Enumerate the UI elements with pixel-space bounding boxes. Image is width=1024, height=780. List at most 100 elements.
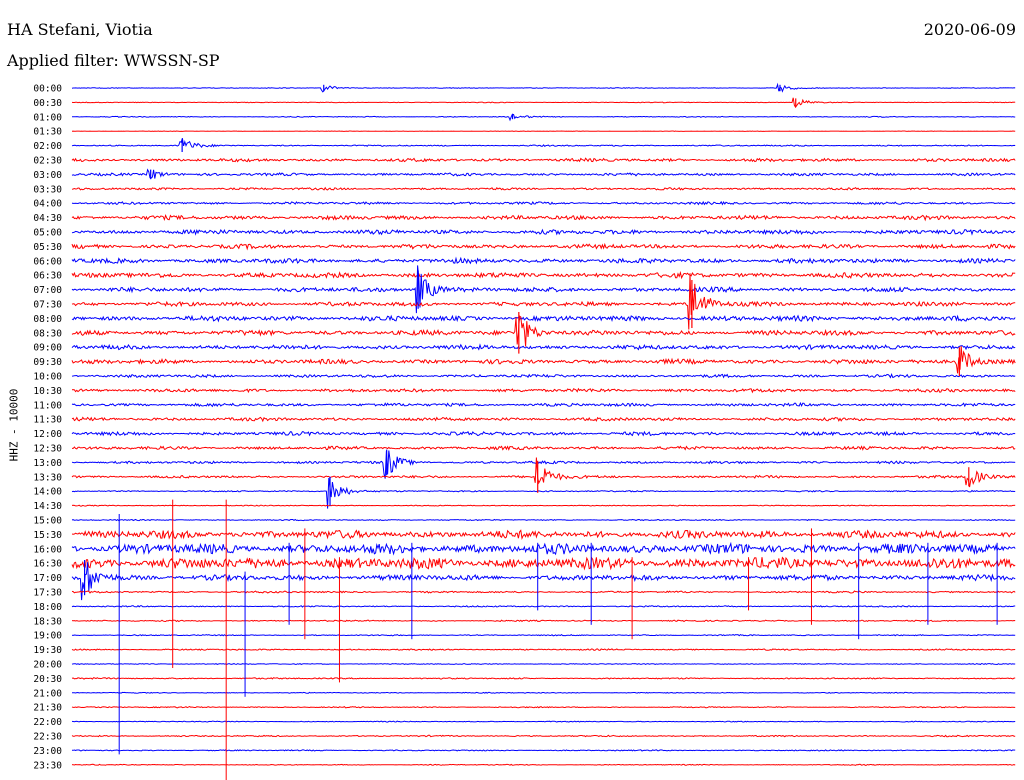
time-label-2100: 21:00 [33, 688, 62, 699]
time-label-0630: 06:30 [33, 271, 62, 282]
trace-0430 [71, 213, 1016, 222]
trace-0600 [71, 256, 1016, 265]
time-label-0400: 04:00 [33, 199, 62, 210]
time-label-0600: 06:00 [33, 256, 62, 267]
time-label-1430: 14:30 [33, 501, 62, 512]
trace-1500 [71, 518, 1016, 522]
time-label-1830: 18:30 [33, 616, 62, 627]
time-label-0330: 03:30 [33, 184, 62, 195]
trace-1730 [71, 590, 1016, 594]
trace-1600 [71, 541, 1016, 556]
trace-2030 [71, 677, 1016, 680]
trace-1130 [71, 416, 1016, 423]
trace-0630 [71, 270, 1016, 280]
trace-1430 [71, 504, 1016, 507]
time-label-0930: 09:30 [33, 357, 62, 368]
time-label-0830: 08:30 [33, 328, 62, 339]
trace-1530 [71, 529, 1016, 541]
trace-0930 [71, 346, 1016, 374]
trace-1900 [71, 633, 1016, 637]
trace-2130 [71, 705, 1016, 709]
time-label-1200: 12:00 [33, 429, 62, 440]
trace-2200 [71, 720, 1016, 723]
time-label-0130: 01:30 [33, 127, 62, 138]
trace-2330 [71, 763, 1016, 766]
time-label-2200: 22:00 [33, 717, 62, 728]
time-label-2300: 23:00 [33, 746, 62, 757]
station-title: HA Stefani, Viotia [7, 20, 153, 39]
trace-1830 [71, 619, 1016, 623]
trace-0730 [71, 273, 1016, 330]
time-label-1700: 17:00 [33, 573, 62, 584]
time-label-0100: 01:00 [33, 112, 62, 123]
trace-1230 [72, 445, 1016, 451]
time-label-1130: 11:30 [33, 415, 62, 426]
time-label-2130: 21:30 [33, 703, 62, 714]
trace-0230 [71, 157, 1016, 163]
time-label-0500: 05:00 [33, 228, 62, 239]
trace-1200 [71, 430, 1016, 437]
time-label-1230: 12:30 [33, 444, 62, 455]
time-label-2330: 23:30 [33, 760, 62, 771]
time-label-1900: 19:00 [33, 631, 62, 642]
time-label-0430: 04:30 [33, 213, 62, 224]
time-label-1530: 15:30 [33, 530, 62, 541]
time-label-0900: 09:00 [33, 343, 62, 354]
time-label-1000: 10:00 [33, 372, 62, 383]
time-label-2030: 20:30 [33, 674, 62, 685]
time-label-group: 00:00 00:30 01:00 01:30 02:00 02:30 03:00 03:30… [33, 84, 62, 772]
trace-1930 [71, 648, 1016, 651]
time-label-0000: 00:00 [33, 84, 62, 95]
time-label-0030: 00:30 [33, 98, 62, 109]
time-label-1100: 11:00 [33, 400, 62, 411]
time-label-1030: 10:30 [33, 386, 62, 397]
trace-1000 [71, 373, 1016, 379]
trace-0100 [71, 113, 1016, 122]
trace-0200 [71, 138, 1016, 149]
time-label-0700: 07:00 [33, 285, 62, 296]
trace-0800 [71, 314, 1016, 323]
record-date: 2020-06-09 [923, 20, 1016, 39]
filter-label: Applied filter: WWSSN-SP [7, 51, 220, 70]
time-label-0730: 07:30 [33, 300, 62, 311]
trace-0500 [71, 228, 1016, 236]
time-label-2230: 22:30 [33, 732, 62, 743]
trace-2300 [71, 749, 1016, 752]
trace-group [71, 82, 1016, 780]
time-label-0800: 08:00 [33, 314, 62, 325]
trace-0400 [71, 200, 1016, 206]
trace-0300 [71, 168, 1016, 179]
time-label-1400: 14:00 [33, 487, 62, 498]
trace-2230 [71, 734, 1016, 738]
trace-1800 [71, 605, 1016, 608]
trace-0330 [71, 186, 1016, 191]
trace-2000 [71, 662, 1016, 666]
time-label-1300: 13:00 [33, 458, 62, 469]
time-label-0300: 03:00 [33, 170, 62, 181]
trace-1330 [71, 457, 1016, 488]
time-label-1330: 13:30 [33, 472, 62, 483]
time-label-0200: 02:00 [33, 141, 62, 152]
time-label-1730: 17:30 [33, 588, 62, 599]
trace-0030 [71, 97, 1016, 109]
trace-1630 [71, 556, 1016, 571]
trace-0900 [71, 343, 1016, 351]
time-label-1600: 16:00 [33, 544, 62, 555]
trace-0530 [71, 242, 1016, 251]
time-label-1930: 19:30 [33, 645, 62, 656]
time-label-1800: 18:00 [33, 602, 62, 613]
trace-0830 [71, 315, 1016, 347]
trace-1700 [71, 562, 1016, 601]
time-label-1630: 16:30 [33, 559, 62, 570]
time-label-0230: 02:30 [33, 156, 62, 167]
time-label-0530: 05:30 [33, 242, 62, 253]
trace-1100 [71, 401, 1016, 408]
trace-2100 [71, 691, 1016, 694]
time-label-1500: 15:00 [33, 516, 62, 527]
trace-1300 [71, 450, 1016, 479]
trace-1400 [71, 477, 1016, 509]
trace-1030 [71, 387, 1016, 394]
trace-0700 [71, 265, 1016, 314]
trace-0000 [71, 82, 1016, 93]
